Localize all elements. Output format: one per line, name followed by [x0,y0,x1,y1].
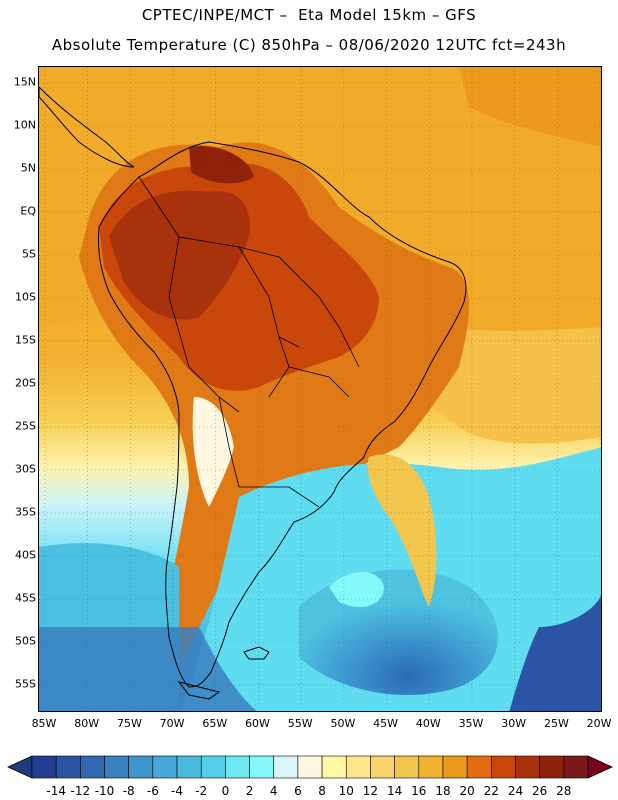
colorbar-tick-label: -12 [70,784,91,798]
colorbar-segment [394,755,420,779]
lat-tick-label: 25S [15,419,36,433]
lon-tick-label: 70W [159,717,185,730]
title-line-2: Absolute Temperature (C) 850hPa – 08/06/… [51,36,567,54]
colorbar-segment [273,755,299,779]
lon-tick-label: 55W [287,717,313,730]
lat-tick-label: 50S [15,634,36,648]
lat-tick-label: 10S [15,290,36,304]
lat-tick-label: EQ [20,204,36,218]
temp-field-far-south [39,627,257,711]
colorbar-segment [200,755,226,779]
lon-tick-label: 60W [245,717,270,730]
lon-tick-label: 35W [458,717,484,730]
lon-tick-label: 50W [330,717,356,730]
lat-tick-label: 35S [15,505,36,519]
temp-field-cyclone [299,569,498,696]
colorbar-segment [418,755,444,779]
colorbar-segment [321,755,347,779]
colorbar-tick-label: 6 [294,784,302,798]
colorbar-segment [370,755,395,779]
colorbar-segment [515,755,540,779]
lon-tick-label: 75W [116,717,142,730]
temp-field-northeast [459,67,601,147]
lat-tick-label: 40S [15,548,36,562]
colorbar-tick-label: 16 [411,784,427,798]
colorbar-tick-label: -2 [195,784,208,798]
colorbar-segment [55,755,81,779]
lat-tick-label: 15N [13,75,36,89]
lon-tick-label: 20W [586,717,612,730]
colorbar-segment [563,755,589,779]
lon-tick-label: 85W [31,717,57,730]
temp-field-southeast-corner [509,595,601,711]
lat-tick-label: 5N [20,161,36,175]
colorbar-segment [128,755,154,779]
coastline-tierra-del-fuego [177,681,221,700]
colorbar-tick-label: 4 [269,784,278,798]
coastline-central-america [39,86,135,168]
lon-tick-label: 80W [74,717,100,730]
temp-field-cool-strip [192,397,234,507]
colorbar-over-arrow [587,755,613,779]
lat-tick-label: 15S [15,333,36,347]
coastline-falklands [243,646,270,660]
colorbar-tick-label: -10 [94,784,115,798]
lon-tick-label: 30W [501,717,527,730]
colorbar-segment [104,755,129,779]
colorbar-segment [80,755,105,779]
colorbar-tick-label: 8 [318,784,326,798]
lon-tick-label: 25W [543,717,569,730]
colorbar-tick-label: 18 [435,784,451,798]
colorbar [7,755,613,779]
temperature-map [39,67,601,711]
colorbar-tick-label: -4 [171,784,184,798]
lat-tick-label: 30S [15,462,36,476]
colorbar-tick-label: 10 [338,784,354,798]
colorbar-segment [176,755,202,779]
colorbar-tick-label: 24 [507,784,524,798]
colorbar-segment [345,755,371,779]
lon-tick-label: 45W [373,717,399,730]
colorbar-under-arrow [7,755,33,779]
border-lines [138,176,360,508]
colorbar-tick-label: 22 [483,784,499,798]
colorbar-tick-label: -6 [146,784,159,798]
lon-tick-label: 40W [415,717,441,730]
colorbar-segment [442,755,468,779]
colorbar-tick-label: 12 [362,784,379,798]
colorbar-tick-label: 0 [221,784,230,798]
colorbar-tick-label: -14 [46,784,66,798]
colorbar-segment [539,755,565,779]
lat-tick-label: 55S [15,677,36,691]
colorbar-segment [152,755,178,779]
colorbar-segment [297,755,323,779]
colorbar-tick-label: 28 [556,784,572,798]
lat-tick-label: 10N [13,118,36,132]
colorbar-tick-label: 26 [532,784,548,798]
colorbar-segment [31,755,57,779]
coastline-south-america [98,141,467,688]
lon-tick-label: 65W [202,717,228,730]
colorbar-segment [491,755,516,779]
colorbar-tick-label: 20 [459,784,475,798]
lat-tick-label: 5S [22,247,36,261]
title-line-1: CPTEC/INPE/MCT – Eta Model 15km – GFS [141,6,477,24]
colorbar-tick-label: 2 [245,784,254,798]
lat-tick-label: 20S [15,376,36,390]
temp-field-warm-tongue [367,454,437,607]
temp-field-cyclone-core [329,572,384,607]
colorbar-tick-label: -8 [122,784,135,798]
colorbar-segment [225,755,250,779]
colorbar-segment [249,755,275,779]
temp-field-peak [189,146,254,184]
map-panel [38,66,602,712]
colorbar-segment [466,755,492,779]
colorbar-tick-label: 14 [386,784,403,798]
lat-tick-label: 45S [15,591,36,605]
